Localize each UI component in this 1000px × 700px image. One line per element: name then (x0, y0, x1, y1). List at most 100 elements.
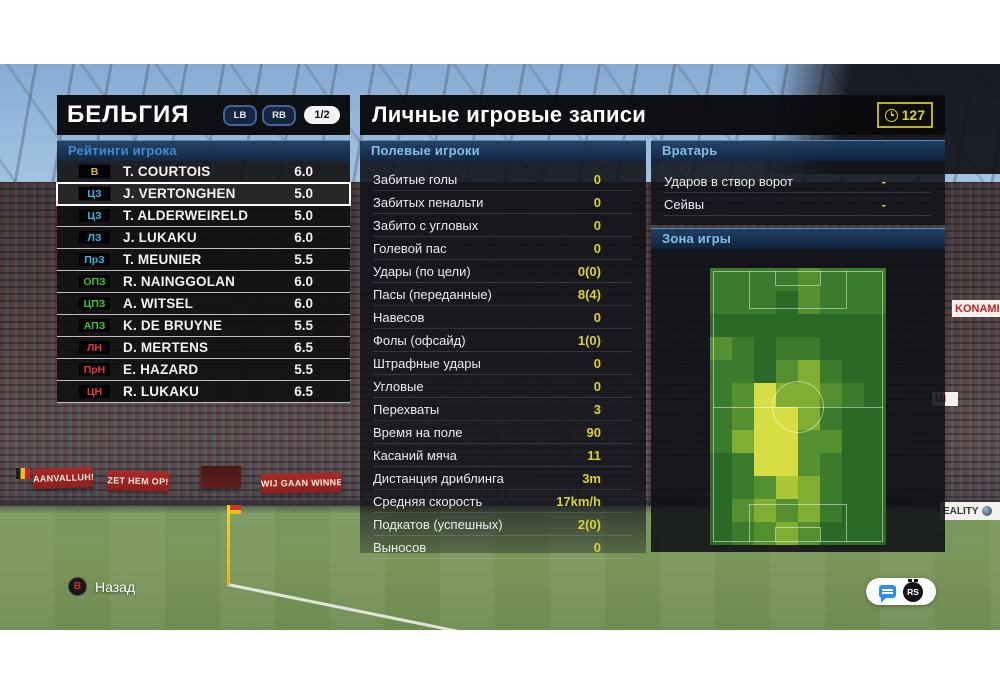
goalkeeper-stats: Ударов в створ ворот - Сейвы - (651, 161, 945, 225)
heatmap-cell (776, 475, 798, 499)
stat-label: Выносов (373, 539, 427, 555)
crowd-banner (201, 466, 241, 488)
heatmap-cell (864, 475, 886, 499)
position-badge: ЦПЗ (78, 296, 111, 311)
ratings-header: Рейтинги игрока (57, 140, 350, 161)
stat-value: 0 (593, 171, 601, 187)
stat-label: Дистанция дриблинга (373, 470, 504, 486)
heatmap-cell (798, 314, 820, 338)
heatmap-cell (710, 429, 732, 453)
player-row[interactable]: ЦН R. LUKAKU 6.5 (57, 381, 350, 403)
player-name: D. MERTENS (123, 340, 209, 355)
heatmap-cell (798, 383, 820, 407)
heatmap-cell (754, 360, 776, 384)
stat-label: Средняя скорость (373, 493, 483, 509)
player-name: R. LUKAKU (123, 384, 200, 399)
player-row[interactable]: ПрЗ T. MEUNIER 5.5 (57, 249, 350, 271)
records-title: Личные игровые записи (372, 102, 647, 127)
stat-label: Навесов (373, 309, 425, 325)
heatmap-cell (820, 429, 842, 453)
heatmap-cell (710, 314, 732, 338)
stat-row: Сейвы - (664, 193, 931, 216)
stat-label: Забитые голы (373, 171, 458, 187)
heatmap-cell (732, 475, 754, 499)
stat-row: Навесов 0 (373, 306, 632, 329)
stat-value: 11 (587, 447, 601, 463)
page-indicator: 1/2 (304, 106, 340, 124)
heatmap-cell (732, 452, 754, 476)
lb-button[interactable]: LB (223, 104, 257, 126)
heatmap-cell (732, 406, 754, 430)
position-badge: АПЗ (78, 318, 111, 333)
team-header: БЕЛЬГИЯ LB RB 1/2 (57, 95, 350, 135)
match-time-badge: 127 (876, 102, 933, 128)
heatmap-cell (732, 498, 754, 522)
position-badge: ЦН (78, 384, 111, 399)
position-badge: В (78, 164, 111, 179)
heatmap-cell (710, 452, 732, 476)
clock-icon (884, 108, 898, 122)
player-row[interactable]: ОПЗ R. NAINGGOLAN 6.0 (57, 271, 350, 293)
stat-row: Удары (по цели) 0(0) (373, 260, 632, 283)
chat-icon[interactable] (879, 585, 896, 603)
rb-button[interactable]: RB (262, 104, 296, 126)
player-rating: 6.0 (294, 230, 313, 245)
player-rating: 5.5 (294, 252, 313, 267)
heatmap-cell (798, 429, 820, 453)
player-row[interactable]: АПЗ K. DE BRUYNE 5.5 (57, 315, 350, 337)
heatmap-cell (776, 429, 798, 453)
crowd-banner: AANVALLUH! (32, 466, 94, 490)
stat-row: Время на поле 90 (373, 421, 632, 444)
heatmap-cell (798, 360, 820, 384)
stat-row: Касаний мяча 11 (373, 444, 632, 467)
heatmap-cell (820, 498, 842, 522)
stat-value: 0 (593, 194, 601, 210)
heatmap-cell (820, 406, 842, 430)
player-row[interactable]: ЛЗ J. LUKAKU 6.0 (57, 227, 350, 249)
heatmap-cell (732, 360, 754, 384)
stat-label: Подкатов (успешных) (373, 516, 503, 532)
heatmap-cell (820, 475, 842, 499)
team-name: БЕЛЬГИЯ (67, 101, 190, 128)
stat-value: 0 (593, 240, 601, 256)
player-name: T. MEUNIER (123, 252, 202, 267)
heatmap-cell (842, 498, 864, 522)
stat-value: 8(4) (577, 286, 601, 302)
player-row[interactable]: ЛН D. MERTENS 6.5 (57, 337, 350, 359)
player-row[interactable]: В T. COURTOIS 6.0 (57, 161, 350, 183)
heatmap-cell (776, 314, 798, 338)
heatmap-cell (754, 452, 776, 476)
stat-label: Угловые (373, 378, 424, 394)
stat-value: 0 (593, 355, 601, 371)
player-rating: 5.0 (294, 208, 313, 223)
right-stick-icon[interactable]: RS (903, 578, 923, 602)
heatmap-cell (754, 314, 776, 338)
stat-row: Забито с угловых 0 (373, 214, 632, 237)
heatmap-cell (776, 360, 798, 384)
player-name: T. ALDERWEIRELD (123, 208, 249, 223)
field-players-stats: Забитые голы 0 Забитых пенальти 0 Забито… (360, 161, 646, 559)
player-row[interactable]: ПрН E. HAZARD 5.5 (57, 359, 350, 381)
player-row[interactable]: ЦПЗ A. WITSEL 6.0 (57, 293, 350, 315)
stat-row: Штрафные удары 0 (373, 352, 632, 375)
position-badge: ПрЗ (78, 252, 111, 267)
heatmap-cell (732, 268, 754, 292)
heatmap-cell (710, 383, 732, 407)
player-name: T. COURTOIS (123, 164, 211, 179)
heatmap-cell (820, 383, 842, 407)
heatmap-cell (820, 452, 842, 476)
b-button-icon: B (68, 577, 87, 596)
heatmap-cell (776, 521, 798, 545)
heatmap-cell (776, 337, 798, 361)
back-button[interactable]: B Назад (68, 577, 135, 596)
player-row[interactable]: ЦЗ T. ALDERWEIRELD 5.0 (57, 205, 350, 227)
player-row[interactable]: ЦЗ J. VERTONGHEN 5.0 (56, 182, 351, 206)
goalkeeper-header: Вратарь (651, 140, 945, 161)
heatmap-cell (864, 314, 886, 338)
player-rating: 5.5 (294, 362, 313, 377)
player-rating: 6.0 (294, 274, 313, 289)
heatmap-cell (820, 268, 842, 292)
heatmap-cell (864, 521, 886, 545)
stat-row: Забитых пенальти 0 (373, 191, 632, 214)
stat-row: Угловые 0 (373, 375, 632, 398)
